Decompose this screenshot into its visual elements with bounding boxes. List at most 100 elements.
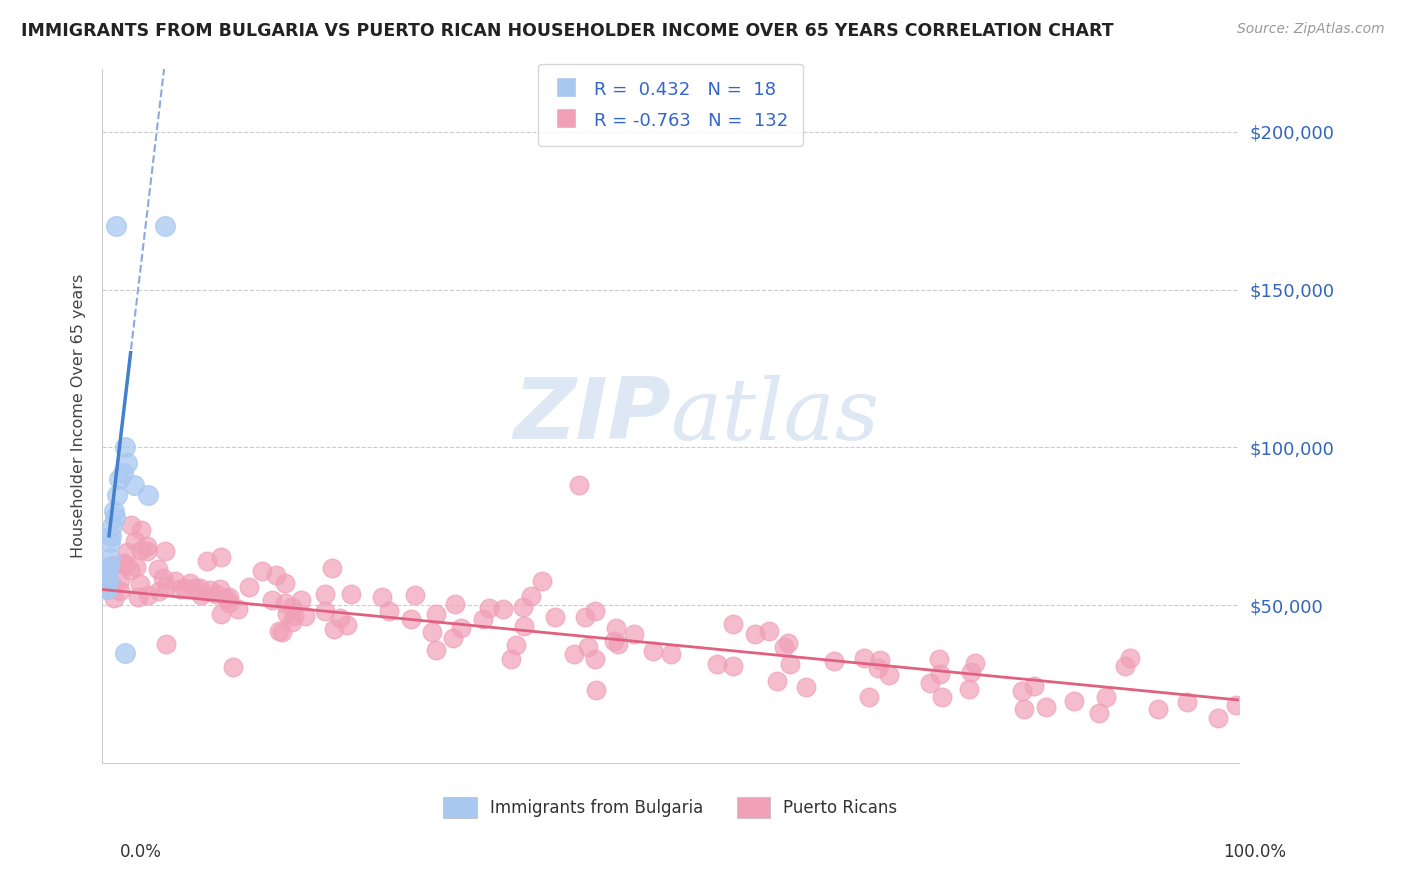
Point	[209, 550, 232, 565]
Point	[152, 571, 174, 585]
Point	[823, 654, 845, 668]
Point	[108, 573, 131, 587]
Point	[280, 599, 302, 614]
Point	[425, 643, 447, 657]
Point	[294, 609, 316, 624]
Text: IMMIGRANTS FROM BULGARIA VS PUERTO RICAN HOUSEHOLDER INCOME OVER 65 YEARS CORREL: IMMIGRANTS FROM BULGARIA VS PUERTO RICAN…	[21, 22, 1114, 40]
Point	[574, 610, 596, 624]
Point	[153, 219, 176, 234]
Point	[104, 509, 127, 524]
Point	[276, 607, 298, 621]
Point	[314, 587, 336, 601]
Point	[136, 544, 159, 558]
Point	[450, 621, 472, 635]
Point	[1087, 706, 1109, 720]
Point	[772, 640, 794, 654]
Point	[127, 591, 149, 605]
Point	[606, 637, 628, 651]
Point	[169, 582, 191, 596]
Point	[103, 591, 125, 605]
Point	[115, 558, 138, 573]
Point	[273, 575, 295, 590]
Point	[221, 659, 243, 673]
Point	[111, 466, 134, 480]
Point	[125, 560, 148, 574]
Point	[404, 588, 426, 602]
Point	[97, 573, 120, 587]
Point	[852, 651, 875, 665]
Point	[198, 582, 221, 597]
Point	[218, 596, 240, 610]
Point	[114, 646, 136, 660]
Point	[858, 690, 880, 705]
Point	[101, 558, 124, 573]
Point	[1177, 695, 1199, 709]
Point	[98, 560, 121, 574]
Point	[425, 607, 447, 622]
Point	[931, 690, 953, 705]
Point	[114, 441, 136, 455]
Point	[765, 673, 787, 688]
Point	[118, 563, 141, 577]
Point	[957, 681, 980, 696]
Text: 0.0%: 0.0%	[120, 843, 162, 861]
Point	[190, 588, 212, 602]
Point	[520, 589, 543, 603]
Point	[122, 478, 145, 492]
Point	[721, 659, 744, 673]
Point	[269, 624, 291, 638]
Point	[98, 550, 121, 565]
Point	[928, 667, 950, 681]
Point	[96, 582, 118, 597]
Point	[136, 488, 159, 502]
Point	[238, 580, 260, 594]
Point	[179, 575, 201, 590]
Point	[129, 577, 152, 591]
Point	[920, 676, 942, 690]
Point	[115, 456, 138, 470]
Point	[603, 634, 626, 648]
Point	[744, 626, 766, 640]
Text: atlas: atlas	[671, 375, 880, 458]
Point	[112, 557, 135, 571]
Text: Source: ZipAtlas.com: Source: ZipAtlas.com	[1237, 22, 1385, 37]
Point	[794, 680, 817, 694]
Point	[513, 619, 536, 633]
Point	[778, 636, 800, 650]
Text: 100.0%: 100.0%	[1223, 843, 1286, 861]
Point	[155, 578, 177, 592]
Point	[323, 622, 346, 636]
Point	[1024, 679, 1046, 693]
Point	[208, 582, 231, 596]
Point	[290, 592, 312, 607]
Point	[97, 573, 120, 587]
Point	[274, 597, 297, 611]
Point	[184, 581, 207, 595]
Point	[779, 657, 801, 672]
Point	[228, 602, 250, 616]
Point	[1208, 711, 1230, 725]
Point	[94, 566, 117, 581]
Point	[562, 647, 585, 661]
Point	[165, 574, 187, 588]
Point	[420, 624, 443, 639]
Point	[115, 545, 138, 559]
Point	[124, 533, 146, 548]
Point	[869, 653, 891, 667]
Legend: Immigrants from Bulgaria, Puerto Ricans: Immigrants from Bulgaria, Puerto Ricans	[437, 790, 904, 824]
Point	[281, 615, 304, 629]
Point	[340, 587, 363, 601]
Point	[250, 564, 273, 578]
Point	[101, 578, 124, 592]
Point	[314, 604, 336, 618]
Point	[209, 607, 232, 622]
Point	[1114, 659, 1136, 673]
Point	[605, 621, 627, 635]
Point	[441, 631, 464, 645]
Point	[868, 660, 890, 674]
Point	[146, 562, 169, 576]
Text: ZIP: ZIP	[513, 375, 671, 458]
Point	[174, 581, 197, 595]
Point	[399, 612, 422, 626]
Point	[98, 560, 121, 574]
